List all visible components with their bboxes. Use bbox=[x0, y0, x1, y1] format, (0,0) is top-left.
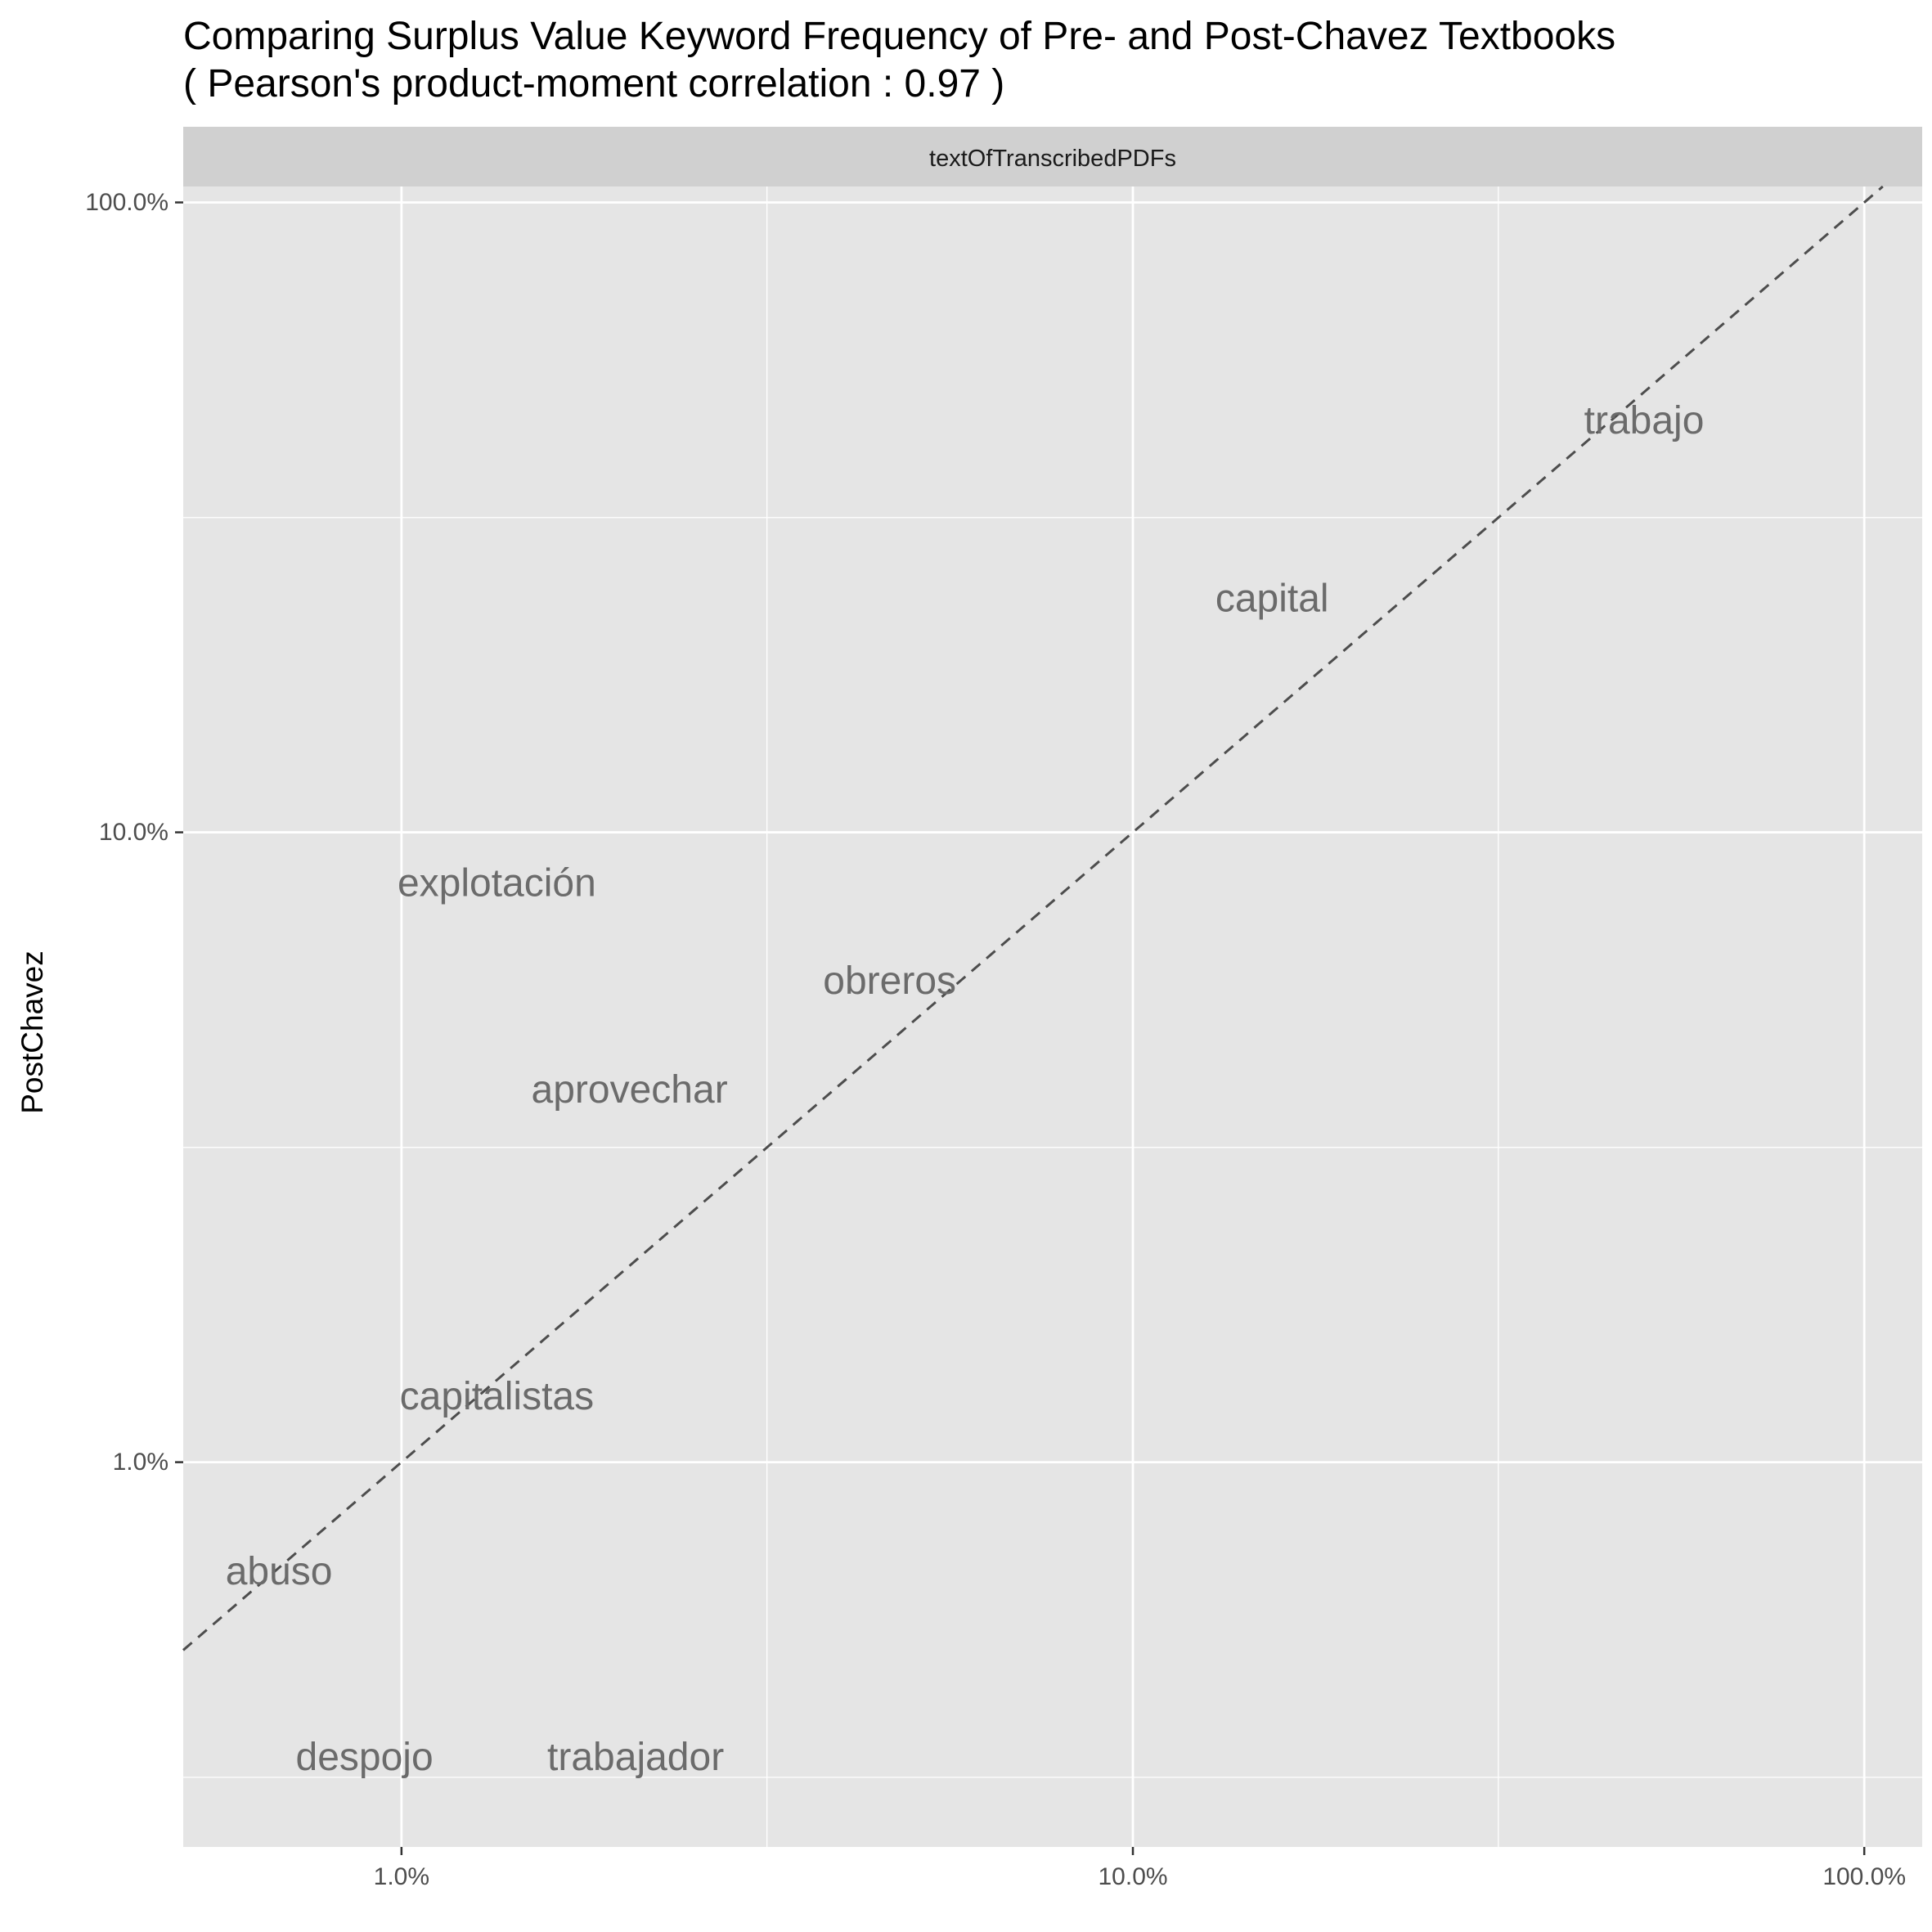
chart-subtitle: ( Pearson's product-moment correlation :… bbox=[183, 62, 1004, 106]
word-labels: trabajo capital explotación obreros aprovech… bbox=[226, 399, 1705, 1779]
y-tick-label: 100.0% bbox=[85, 189, 168, 216]
identity-reference-line bbox=[182, 185, 1884, 1651]
x-tick-label: 1.0% bbox=[374, 1863, 429, 1890]
x-tick-label: 10.0% bbox=[1098, 1863, 1167, 1890]
word-label-explotación: explotación bbox=[398, 861, 596, 905]
word-label-obreros: obreros bbox=[823, 959, 956, 1003]
word-label-despojo: despojo bbox=[296, 1736, 434, 1779]
x-tick-label: 100.0% bbox=[1822, 1863, 1906, 1890]
word-label-trabajador: trabajador bbox=[547, 1736, 724, 1779]
word-label-abuso: abuso bbox=[226, 1550, 333, 1593]
word-label-aprovechar: aprovechar bbox=[532, 1068, 728, 1112]
facet-strip-label: textOfTranscribedPDFs bbox=[929, 146, 1176, 172]
x-axis: 1.0% 10.0% 100.0% bbox=[374, 1847, 1906, 1890]
word-label-capital: capital bbox=[1215, 577, 1329, 620]
y-axis-title: PostChavez bbox=[16, 950, 49, 1114]
y-axis: 1.0% 10.0% 100.0% bbox=[85, 189, 183, 1476]
grid-lines bbox=[183, 186, 1922, 1847]
word-label-trabajo: trabajo bbox=[1584, 399, 1705, 443]
chart-title: Comparing Surplus Value Keyword Frequenc… bbox=[183, 15, 1615, 58]
facet-strip bbox=[183, 127, 1922, 186]
plot-panel bbox=[183, 186, 1922, 1847]
y-tick-label: 10.0% bbox=[99, 819, 168, 846]
identity-line bbox=[182, 185, 1884, 1651]
y-tick-label: 1.0% bbox=[113, 1449, 168, 1476]
word-label-capitalistas: capitalistas bbox=[400, 1375, 594, 1418]
